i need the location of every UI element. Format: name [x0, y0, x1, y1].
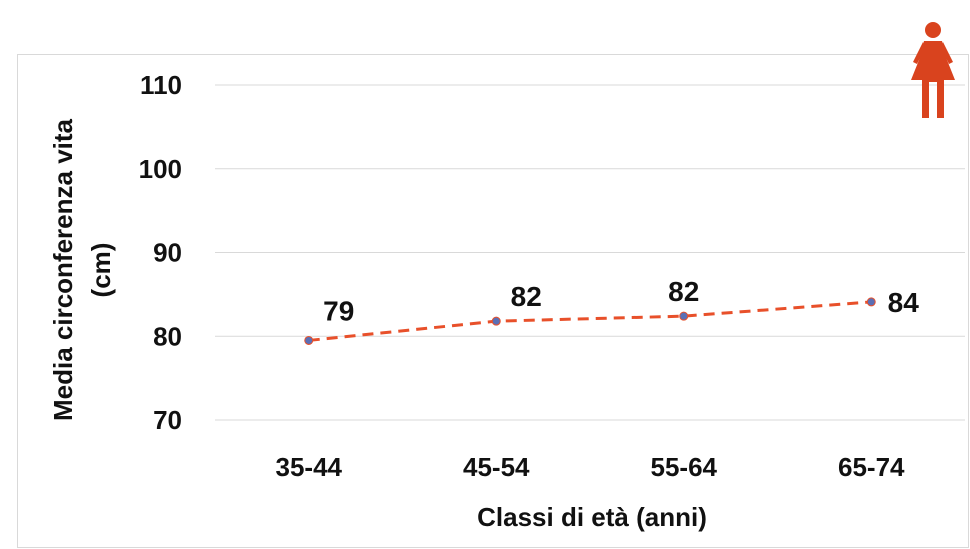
y-tick-label: 100 [139, 154, 182, 184]
y-axis-title-line-2: (cm) [86, 243, 116, 298]
data-label: 82 [511, 281, 542, 312]
x-axis-ticks: 35-44 45-54 55-64 65-74 [276, 452, 906, 482]
chart-frame [17, 54, 969, 548]
data-point [866, 297, 876, 307]
x-tick-label: 55-64 [651, 452, 718, 482]
x-tick-label: 35-44 [276, 452, 343, 482]
series-line [308, 300, 872, 342]
gridlines [215, 84, 965, 421]
x-axis-title: Classi di età (anni) [477, 502, 707, 532]
y-tick-label: 90 [153, 238, 182, 268]
y-tick-label: 70 [153, 405, 182, 435]
data-point [304, 335, 314, 345]
data-labels: 79 82 82 84 [323, 276, 919, 326]
x-tick-label: 45-54 [463, 452, 530, 482]
y-axis-title-line-1: Media circonferenza vita [48, 118, 78, 421]
data-label: 84 [888, 287, 920, 318]
y-axis-title: Media circonferenza vita (cm) [48, 118, 116, 421]
y-tick-label: 80 [153, 321, 182, 351]
y-axis-ticks: 70 80 90 100 110 [139, 70, 182, 435]
x-tick-label: 65-74 [838, 452, 905, 482]
data-label: 82 [668, 276, 699, 307]
woman-icon [911, 22, 955, 118]
y-tick-label: 110 [140, 70, 182, 100]
series-group [304, 297, 876, 345]
data-point [679, 311, 689, 321]
data-label: 79 [323, 295, 354, 326]
data-point [491, 316, 501, 326]
